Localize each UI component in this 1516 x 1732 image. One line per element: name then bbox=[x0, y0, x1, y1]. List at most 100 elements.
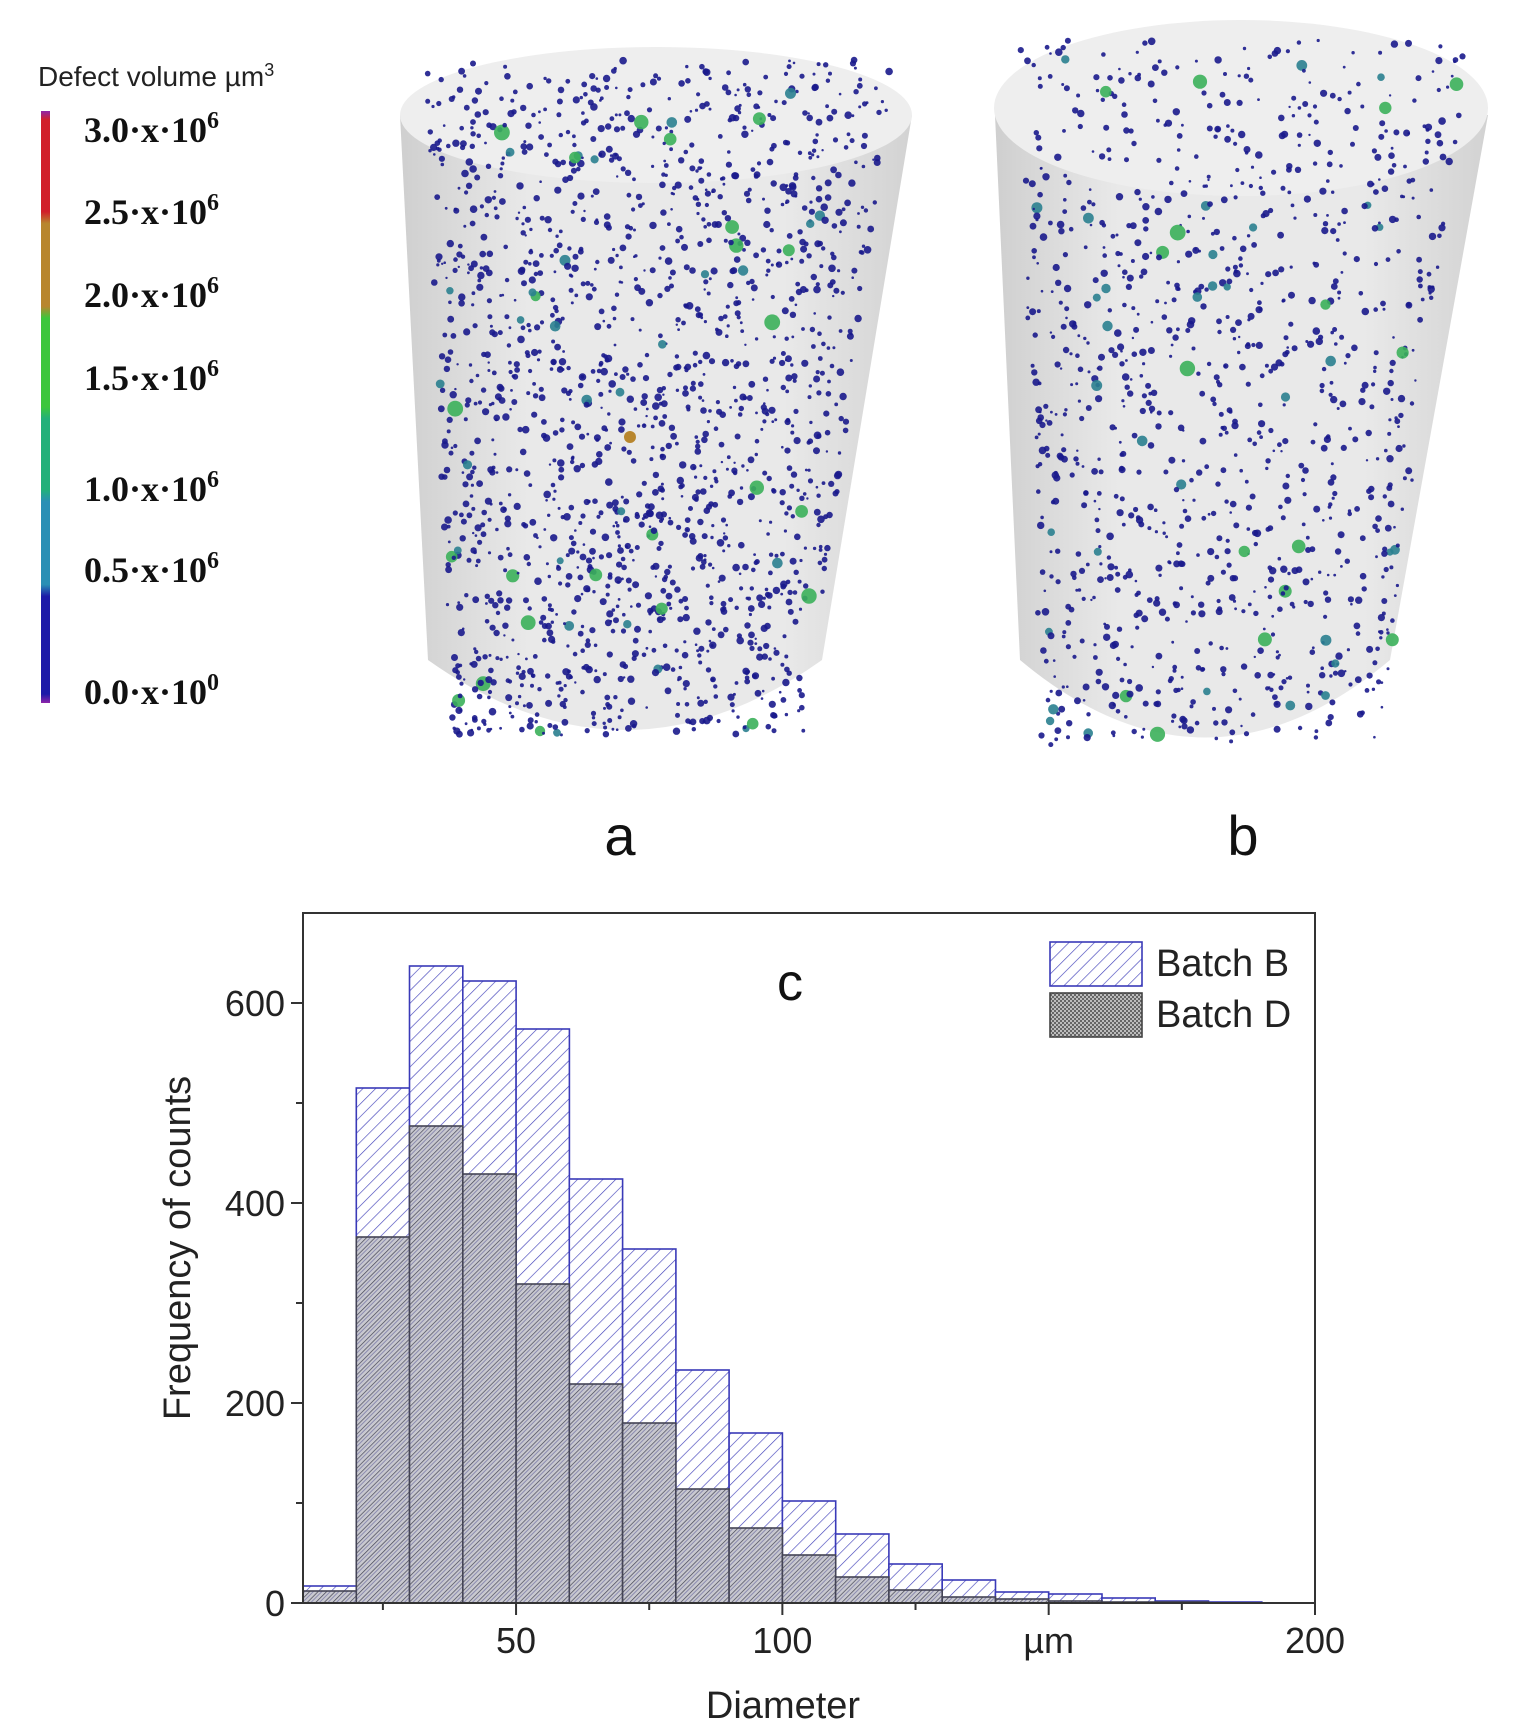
pore-dot bbox=[1219, 91, 1226, 98]
pore-dot bbox=[1288, 291, 1295, 299]
pore-dot bbox=[853, 89, 859, 95]
pore-dot bbox=[815, 133, 819, 137]
panel-a-label: a bbox=[604, 804, 636, 867]
pore-dot bbox=[606, 552, 613, 559]
pore-dot bbox=[1164, 195, 1172, 204]
pore-dot bbox=[1037, 462, 1043, 467]
pore-dot bbox=[1297, 106, 1302, 110]
pore-dot bbox=[1054, 737, 1059, 742]
pore-dot bbox=[564, 621, 575, 631]
pore-dot bbox=[1063, 284, 1072, 293]
pore-dot bbox=[1149, 251, 1153, 255]
pore-dot bbox=[791, 424, 795, 428]
pore-dot bbox=[1305, 702, 1313, 711]
pore-dot bbox=[1194, 720, 1200, 726]
pore-dot bbox=[617, 675, 624, 683]
pore-dot bbox=[744, 675, 750, 681]
pore-dot bbox=[1403, 129, 1411, 137]
pore-dot bbox=[1198, 610, 1206, 618]
pore-dot bbox=[1416, 276, 1423, 283]
pore-dot bbox=[701, 436, 708, 444]
pore-dot bbox=[844, 199, 851, 207]
pore-dot bbox=[811, 148, 817, 153]
pore-dot bbox=[1087, 199, 1092, 205]
pore-dot bbox=[537, 270, 544, 276]
colorbar-tick-exponent: 6 bbox=[207, 108, 219, 134]
pore-dot bbox=[1253, 529, 1262, 538]
pore-dot bbox=[697, 553, 704, 559]
pore-dot bbox=[1371, 382, 1376, 387]
pore-dot bbox=[618, 113, 622, 117]
pore-dot bbox=[445, 603, 450, 607]
pore-dot bbox=[1192, 292, 1203, 302]
pore-dot bbox=[653, 73, 659, 79]
pore-dot bbox=[798, 607, 803, 611]
pore-dot bbox=[1378, 133, 1385, 140]
pore-dot bbox=[794, 303, 798, 307]
pore-dot bbox=[765, 273, 769, 277]
pore-dot bbox=[529, 518, 537, 526]
pore-dot bbox=[579, 462, 586, 469]
pore-dot bbox=[684, 605, 689, 611]
pore-dot bbox=[1091, 380, 1103, 391]
bar-batch-d bbox=[781, 1554, 837, 1604]
pore-dot bbox=[651, 164, 655, 168]
pore-dot bbox=[515, 701, 519, 706]
pore-dot bbox=[442, 124, 446, 127]
pore-dot bbox=[670, 667, 676, 672]
pore-dot bbox=[1176, 479, 1187, 490]
pore-dot bbox=[753, 553, 756, 556]
pore-dot bbox=[550, 297, 556, 303]
pore-dot bbox=[683, 640, 687, 644]
pore-dot bbox=[636, 491, 643, 498]
pore-dot bbox=[1185, 250, 1193, 258]
pore-dot bbox=[728, 597, 734, 603]
pore-dot bbox=[1107, 157, 1112, 162]
pore-dot bbox=[734, 93, 737, 97]
pore-dot bbox=[500, 506, 507, 513]
pore-dot bbox=[578, 433, 586, 440]
pore-dot bbox=[1056, 220, 1065, 229]
pore-dot bbox=[690, 566, 696, 571]
pore-dot bbox=[585, 280, 591, 286]
pore-dot bbox=[1394, 416, 1398, 420]
pore-dot bbox=[1344, 558, 1351, 564]
pore-dot bbox=[884, 108, 888, 113]
pore-dot bbox=[484, 196, 492, 204]
pore-dot bbox=[1414, 379, 1417, 382]
pore-dot bbox=[722, 182, 726, 186]
pore-dot bbox=[799, 704, 805, 711]
pore-dot bbox=[513, 298, 517, 302]
pore-dot bbox=[725, 304, 730, 309]
pore-dot bbox=[1110, 730, 1116, 736]
pore-dot bbox=[1198, 283, 1205, 290]
pore-dot bbox=[1118, 466, 1126, 474]
pore-dot bbox=[696, 197, 700, 201]
pores-a bbox=[424, 56, 893, 738]
pore-dot bbox=[570, 456, 575, 461]
pore-dot bbox=[466, 473, 474, 481]
pore-dot bbox=[1319, 388, 1325, 394]
pore-dot bbox=[1449, 77, 1464, 91]
pore-dot bbox=[1055, 279, 1062, 286]
pore-dot bbox=[1291, 345, 1298, 352]
pore-dot bbox=[745, 669, 751, 674]
pore-dot bbox=[779, 489, 786, 496]
pore-dot bbox=[447, 349, 454, 355]
pore-dot bbox=[1154, 207, 1163, 216]
pore-dot bbox=[493, 206, 498, 211]
pore-dot bbox=[627, 114, 635, 123]
pore-dot bbox=[1049, 574, 1054, 579]
pore-dot bbox=[593, 219, 600, 225]
pore-dot bbox=[463, 417, 468, 422]
pore-dot bbox=[749, 278, 755, 285]
pore-dot bbox=[1268, 368, 1274, 374]
pore-dot bbox=[732, 385, 737, 390]
pore-dot bbox=[1062, 252, 1068, 258]
pore-dot bbox=[1334, 342, 1338, 346]
pore-dot bbox=[1330, 283, 1338, 290]
pore-dot bbox=[727, 281, 734, 289]
x-axis-label: Diameter bbox=[706, 1685, 860, 1727]
pore-dot bbox=[553, 247, 559, 254]
pore-dot bbox=[1179, 561, 1186, 567]
